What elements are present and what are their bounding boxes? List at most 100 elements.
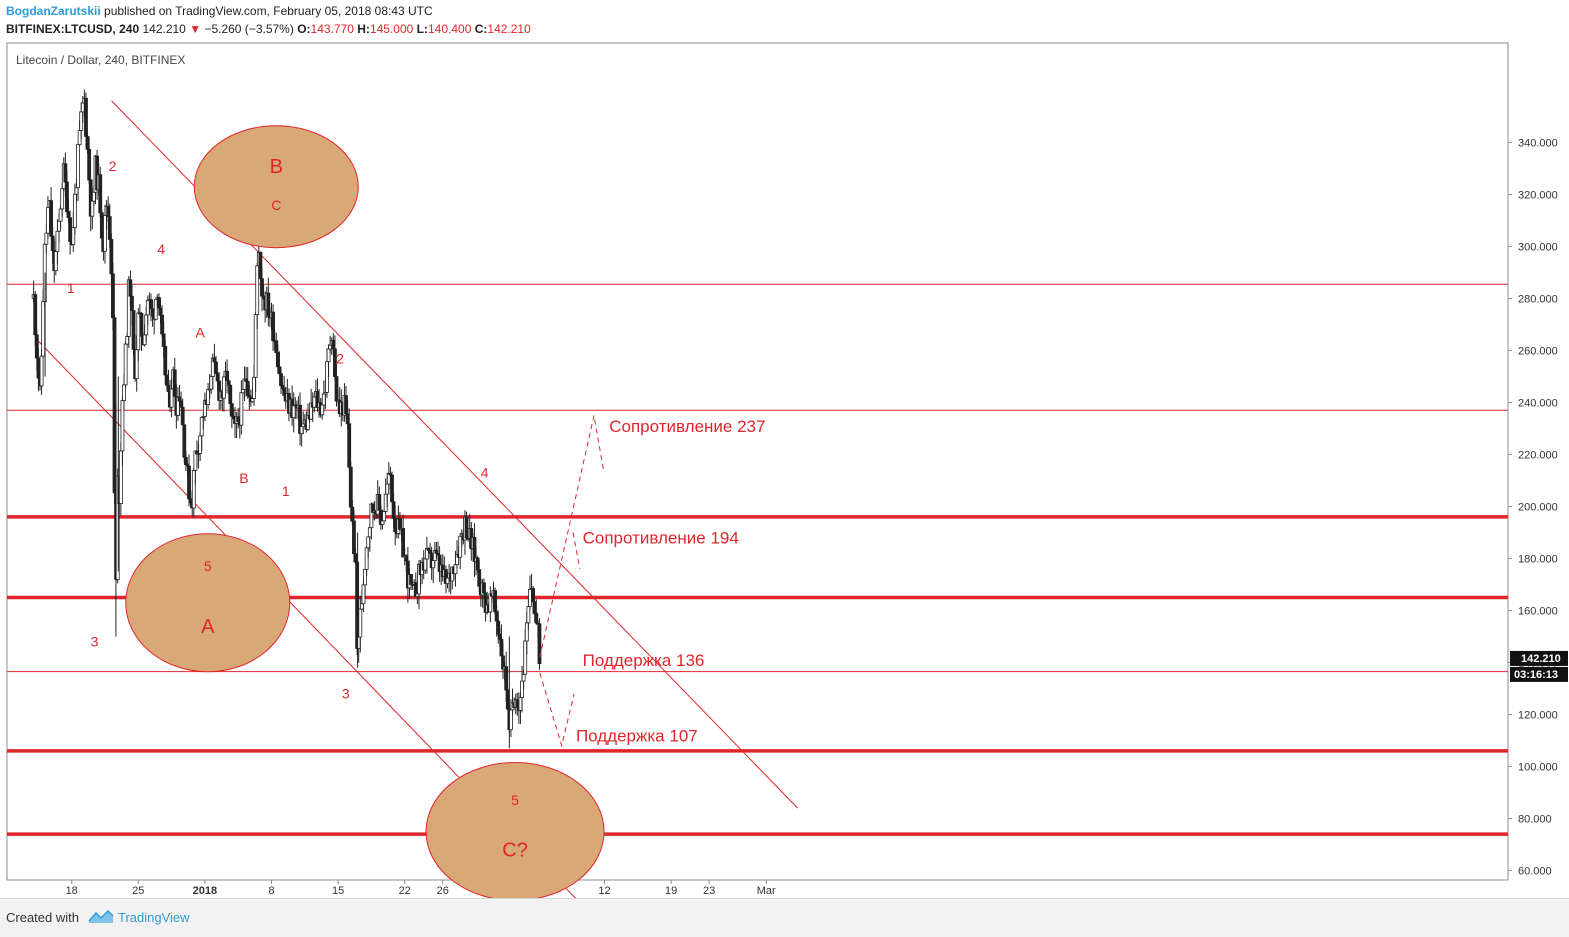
candle-body: [331, 339, 336, 350]
y-tick-label: 240.000: [1518, 398, 1558, 410]
candle-body: [274, 340, 279, 353]
candle-body: [226, 380, 231, 386]
candle-body: [130, 295, 134, 311]
x-tick-label: 12: [598, 885, 610, 897]
candle-body: [534, 612, 539, 624]
candle-body: [68, 217, 73, 242]
candle-body: [345, 413, 350, 425]
candle-body: [363, 568, 367, 586]
candle-body: [431, 560, 436, 569]
footer-bar: Created with TradingView: [0, 898, 1569, 937]
x-tick-label: 8: [268, 885, 274, 897]
candle-body: [344, 395, 348, 415]
candle-body: [166, 384, 171, 392]
candle-body: [182, 424, 187, 458]
candle-body: [385, 483, 390, 495]
author-link[interactable]: BogdanZarutskii: [6, 4, 101, 18]
tradingview-logo-icon[interactable]: [88, 909, 114, 925]
wave-label: B: [239, 470, 248, 486]
x-tick-label: 19: [665, 885, 677, 897]
candle-body: [84, 97, 88, 137]
candle-body: [99, 212, 104, 239]
y-tick-label: 120.000: [1518, 710, 1558, 722]
candle-body: [206, 389, 210, 405]
candle-body: [50, 235, 55, 252]
candle-body: [107, 216, 112, 240]
chart-header: BogdanZarutskii published on TradingView…: [0, 0, 1569, 42]
circle-label: C: [271, 197, 281, 213]
candle-body: [401, 527, 406, 558]
circle-label: 5: [511, 792, 519, 808]
wave-label: 4: [157, 241, 165, 257]
candle-body: [145, 299, 150, 316]
candle-body: [122, 384, 126, 401]
candle-body: [236, 416, 241, 423]
candle-body: [136, 312, 141, 351]
candle-body: [212, 357, 217, 363]
candle-body: [291, 405, 296, 419]
candle-body: [537, 623, 542, 665]
wave-circle: [425, 762, 605, 898]
candle-body: [445, 577, 450, 584]
candle-body: [57, 220, 61, 232]
y-tick-label: 300.000: [1518, 242, 1558, 254]
wave-circle: [193, 125, 359, 249]
x-tick-label: 2018: [193, 885, 217, 897]
x-tick-label: 23: [703, 885, 715, 897]
wave-label: 1: [67, 280, 75, 296]
candle-body: [65, 181, 69, 213]
candle-body: [523, 640, 528, 675]
candle-body: [325, 361, 329, 393]
candle-body: [361, 584, 366, 605]
tradingview-link[interactable]: TradingView: [118, 910, 190, 925]
candle-body: [179, 400, 184, 408]
circle-label: B: [270, 156, 283, 178]
candle-body: [161, 333, 166, 347]
candle-body: [225, 370, 230, 382]
candle-body: [215, 372, 220, 382]
wave-label: 3: [91, 634, 99, 650]
candle-body: [120, 400, 125, 452]
candle-body: [353, 553, 358, 563]
candle-body: [241, 388, 245, 394]
candle-body: [53, 251, 58, 271]
wave-label: 2: [109, 158, 117, 174]
low-value: 140.400: [428, 22, 472, 36]
candle-body: [518, 697, 523, 711]
circle-label: 5: [204, 558, 212, 574]
candle-body: [250, 398, 255, 403]
projection-path: [572, 532, 581, 569]
candle-body: [39, 355, 44, 387]
candle-body: [187, 465, 191, 500]
candle-body: [367, 527, 372, 538]
close-value: 142.210: [487, 22, 531, 36]
candle-body: [390, 474, 394, 503]
candle-body: [103, 214, 107, 252]
wave-label: 2: [336, 350, 344, 366]
candle-body: [87, 148, 92, 181]
candle-body: [532, 601, 537, 614]
candle-body: [36, 357, 41, 379]
wave-label: 4: [481, 465, 489, 481]
candle-body: [496, 620, 501, 635]
candle-body: [493, 590, 497, 613]
candle-body: [526, 606, 531, 624]
candle-body: [80, 102, 85, 113]
candle-body: [229, 403, 234, 417]
candle-body: [85, 136, 90, 150]
candle-body: [106, 205, 111, 218]
candle-body: [90, 200, 95, 217]
candle-body: [528, 588, 532, 608]
candle-body: [391, 501, 396, 519]
price-chart[interactable]: 40.00060.00080.000100.000120.000140.0001…: [0, 0, 1569, 898]
candle-body: [188, 498, 193, 504]
y-tick-label: 80.000: [1518, 814, 1552, 826]
candle-body: [58, 208, 63, 222]
candle-body: [260, 278, 264, 297]
down-arrow-icon: ▼: [189, 22, 202, 36]
candle-body: [393, 517, 398, 533]
price-tag: 142.210: [1521, 653, 1561, 665]
candle-body: [92, 191, 96, 202]
candle-body: [131, 310, 136, 350]
candle-body: [177, 396, 182, 402]
